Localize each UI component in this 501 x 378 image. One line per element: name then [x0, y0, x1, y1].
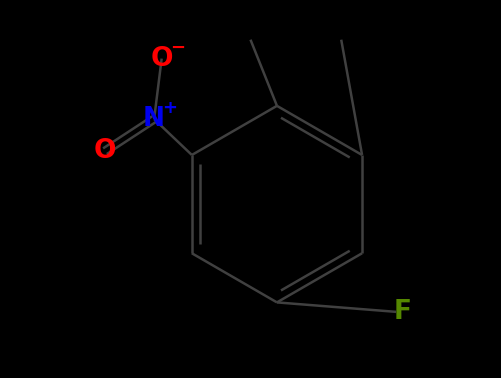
Text: O: O	[94, 138, 116, 164]
Text: +: +	[162, 99, 177, 118]
Text: F: F	[394, 299, 412, 325]
Text: N: N	[143, 106, 165, 132]
Text: O: O	[150, 46, 173, 71]
Text: −: −	[170, 39, 185, 57]
